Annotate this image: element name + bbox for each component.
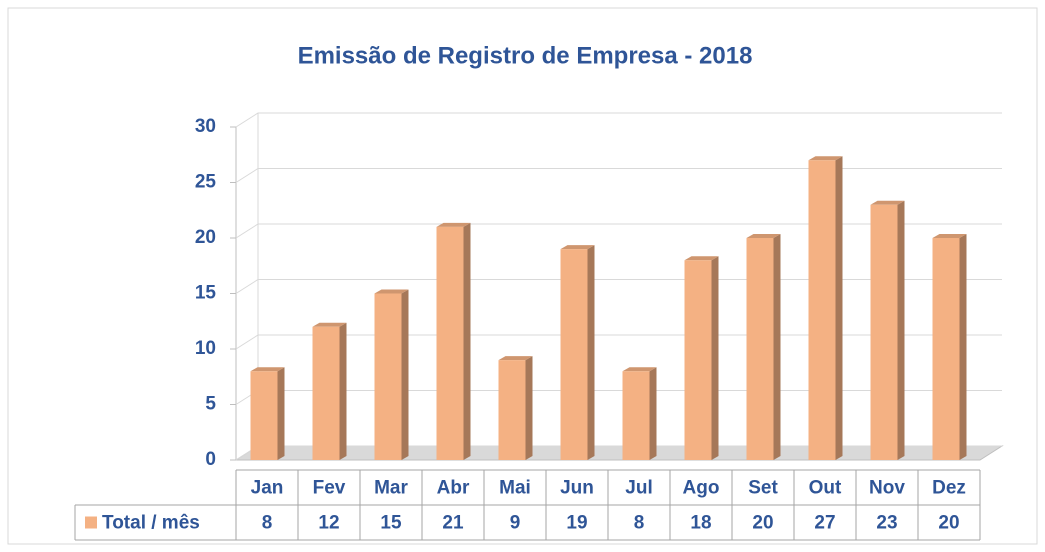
bar-top — [374, 289, 409, 294]
bar-top — [684, 256, 719, 261]
bar — [746, 234, 781, 460]
bar-front — [436, 226, 464, 460]
bar — [436, 222, 471, 460]
bar-top — [498, 356, 533, 361]
bar-top — [560, 245, 595, 250]
bar-front — [250, 371, 278, 460]
bar-side — [835, 156, 843, 461]
x-tick-label: Jan — [251, 478, 284, 499]
x-tick-label: Abr — [437, 478, 470, 499]
bar-top — [870, 200, 905, 205]
bar-front — [498, 360, 526, 460]
x-tick-label: Jul — [625, 478, 652, 499]
x-tick-label: Mai — [499, 478, 531, 499]
bar-front — [560, 249, 588, 460]
grid-line — [235, 168, 1002, 183]
bar — [560, 245, 595, 460]
legend-label: Total / mês — [102, 513, 200, 534]
bar — [622, 367, 657, 460]
table-value: 27 — [814, 513, 835, 534]
bar-top — [622, 367, 657, 372]
bar-front — [374, 293, 402, 460]
legend-key — [85, 516, 97, 529]
bar — [684, 256, 719, 460]
grid-line — [235, 112, 1002, 128]
bar — [932, 234, 967, 460]
y-tick-label: 5 — [205, 394, 216, 415]
bar-front — [312, 326, 340, 460]
bar-side — [959, 234, 967, 460]
bar-front — [932, 238, 960, 460]
table-value: 8 — [634, 513, 645, 534]
table-value: 20 — [752, 513, 773, 534]
bar-top — [312, 322, 347, 327]
bar — [870, 200, 905, 460]
table-value: 21 — [442, 513, 464, 534]
bar-side — [525, 356, 533, 460]
bar — [312, 322, 347, 460]
x-tick-label: Dez — [932, 478, 966, 499]
table-value: 20 — [938, 513, 959, 534]
chart-title: Emissão de Registro de Empresa - 2018 — [298, 42, 753, 69]
bar-front — [684, 260, 712, 460]
bar — [808, 156, 843, 461]
table-value: 18 — [690, 513, 711, 534]
bar-side — [463, 222, 471, 460]
bar-top — [808, 156, 843, 161]
x-tick-label: Set — [748, 478, 778, 499]
table-value: 9 — [510, 513, 521, 534]
table-value: 15 — [380, 513, 402, 534]
data-table-grid — [74, 469, 981, 541]
x-tick-label: Out — [809, 478, 842, 499]
bar — [374, 289, 409, 460]
y-tick-label: 10 — [195, 338, 216, 359]
bar-front — [870, 204, 898, 460]
y-tick-label: 15 — [195, 283, 217, 304]
bar-front — [622, 371, 650, 460]
bar-side — [587, 245, 595, 460]
bar-top — [746, 234, 781, 238]
bar-front — [746, 238, 774, 460]
bar — [250, 367, 285, 460]
bar-side — [773, 234, 781, 460]
table-value: 19 — [566, 513, 587, 534]
bar-top — [250, 367, 285, 372]
bar-top — [932, 234, 967, 238]
y-tick-label: 0 — [205, 449, 216, 470]
x-tick-label: Ago — [683, 478, 720, 499]
bar-side — [897, 200, 905, 460]
x-tick-label: Jun — [560, 478, 594, 499]
x-tick-label: Nov — [869, 478, 905, 499]
x-tick-label: Fev — [313, 478, 346, 499]
bar-top — [436, 222, 471, 227]
bar-side — [711, 256, 719, 460]
y-tick-label: 30 — [195, 116, 216, 137]
table-value: 12 — [318, 513, 339, 534]
bar-side — [277, 367, 285, 460]
bar — [498, 356, 533, 460]
table-value: 8 — [262, 513, 273, 534]
x-tick-label: Mar — [374, 478, 408, 499]
y-tick-label: 20 — [195, 227, 216, 248]
bar-side — [649, 367, 657, 460]
y-tick-label: 25 — [195, 172, 217, 193]
bar-front — [808, 160, 836, 461]
bar-side — [339, 322, 347, 460]
grid-line — [235, 223, 1002, 239]
table-value: 23 — [876, 513, 897, 534]
bar-side — [401, 289, 409, 460]
